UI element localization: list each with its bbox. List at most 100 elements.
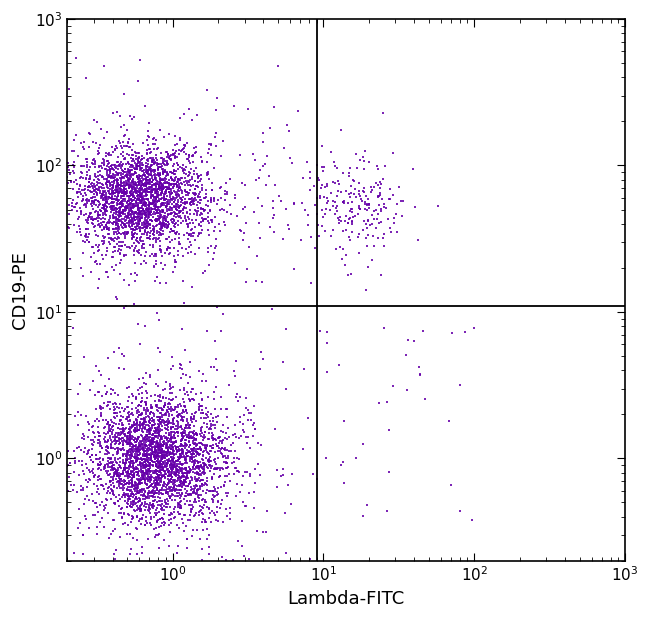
- Point: [150, 431, 161, 441]
- Point: [156, 463, 166, 473]
- Point: [103, 159, 113, 169]
- Point: [118, 207, 129, 217]
- Point: [194, 507, 204, 517]
- Point: [166, 181, 177, 191]
- Point: [155, 465, 165, 475]
- Point: [161, 485, 171, 495]
- Point: [88, 376, 99, 386]
- Point: [206, 185, 216, 195]
- Point: [150, 451, 161, 461]
- Point: [144, 175, 155, 185]
- Point: [176, 466, 186, 476]
- Point: [187, 452, 198, 462]
- Point: [99, 236, 109, 246]
- Point: [168, 218, 178, 228]
- Point: [88, 435, 99, 445]
- Point: [136, 177, 147, 187]
- Point: [112, 194, 122, 204]
- Point: [159, 183, 170, 193]
- Point: [207, 472, 217, 482]
- Point: [182, 451, 192, 461]
- Point: [159, 156, 170, 166]
- Point: [136, 490, 146, 500]
- Point: [87, 199, 98, 209]
- Point: [106, 483, 116, 493]
- Point: [84, 128, 94, 138]
- Point: [127, 482, 137, 491]
- Point: [170, 462, 181, 472]
- Point: [159, 451, 170, 461]
- Point: [98, 464, 109, 474]
- Point: [140, 446, 151, 456]
- Point: [86, 212, 97, 222]
- Point: [177, 447, 188, 457]
- Point: [101, 151, 111, 161]
- Point: [134, 475, 144, 485]
- Point: [101, 206, 111, 216]
- Point: [410, 202, 421, 212]
- Point: [163, 542, 174, 552]
- Point: [159, 401, 169, 411]
- Point: [131, 270, 142, 280]
- Point: [169, 462, 179, 472]
- Point: [160, 417, 170, 426]
- Point: [298, 173, 308, 183]
- Point: [188, 428, 198, 438]
- Point: [185, 420, 195, 430]
- Point: [119, 303, 129, 313]
- Point: [177, 482, 187, 491]
- Point: [132, 233, 142, 243]
- Point: [86, 267, 96, 277]
- Point: [341, 211, 351, 221]
- Point: [190, 163, 201, 173]
- Point: [163, 402, 174, 412]
- Point: [166, 472, 177, 482]
- Point: [172, 548, 183, 558]
- Point: [145, 183, 155, 193]
- Point: [361, 205, 372, 215]
- Point: [160, 453, 170, 463]
- Point: [143, 474, 153, 484]
- Point: [153, 184, 163, 194]
- Point: [169, 460, 179, 470]
- Point: [141, 220, 151, 230]
- Point: [129, 496, 139, 506]
- Point: [200, 440, 210, 450]
- Point: [152, 308, 162, 318]
- Point: [123, 496, 133, 506]
- Point: [92, 502, 102, 512]
- Point: [176, 464, 187, 474]
- Point: [67, 147, 77, 157]
- Point: [220, 477, 231, 487]
- Point: [101, 127, 112, 137]
- Point: [217, 438, 228, 448]
- Point: [94, 463, 104, 473]
- Point: [166, 458, 176, 468]
- Point: [124, 142, 134, 152]
- Point: [181, 445, 192, 455]
- Point: [148, 468, 158, 478]
- Point: [228, 453, 239, 463]
- Point: [140, 439, 151, 449]
- Point: [148, 196, 158, 206]
- Point: [144, 493, 154, 503]
- Point: [111, 172, 121, 182]
- Point: [132, 484, 142, 494]
- Point: [130, 452, 140, 462]
- Point: [153, 412, 163, 422]
- Point: [133, 474, 144, 483]
- Point: [83, 182, 93, 192]
- Point: [161, 216, 172, 226]
- Point: [127, 489, 138, 499]
- Point: [212, 93, 222, 103]
- Point: [141, 201, 151, 211]
- Point: [303, 220, 313, 230]
- Point: [141, 435, 151, 445]
- Point: [105, 397, 116, 407]
- Point: [106, 160, 116, 170]
- Point: [156, 225, 166, 235]
- Point: [141, 368, 151, 378]
- Point: [133, 200, 143, 210]
- Point: [127, 422, 137, 431]
- Point: [129, 418, 139, 428]
